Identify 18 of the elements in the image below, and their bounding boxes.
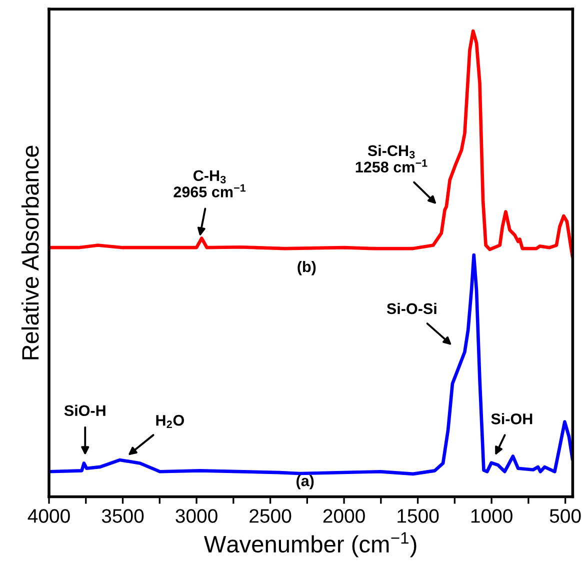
annotation: Si-O-Si (386, 302, 436, 314)
annotation: H$_{2}$O (156, 414, 184, 428)
x-tick-label: 2000 (323, 509, 365, 523)
annotation: Si-OH (491, 413, 532, 424)
x-tick-label: 2500 (250, 509, 292, 523)
x-tick-label: 1500 (398, 509, 439, 523)
x-axis-title: Wavenumber (cm$^{−1}$) (204, 532, 416, 558)
annotation: (a) (296, 475, 314, 490)
x-tick-label: 500 (550, 509, 581, 523)
x-tick-label: 1000 (471, 509, 512, 523)
annotation: SiO-H (64, 404, 106, 416)
x-tick-label: 3000 (176, 509, 218, 523)
annotation: Si-CH$_{3}$ 1258 cm$^{−1}$ (356, 144, 428, 172)
annotation: C-H$_{3}$ 2965 cm$^{−1}$ (174, 170, 246, 198)
y-axis-title: Relative Absorbance (21, 146, 39, 360)
annotation: (b) (298, 260, 316, 276)
x-tick-label: 3500 (102, 509, 144, 523)
x-tick-label: 4000 (28, 509, 70, 523)
